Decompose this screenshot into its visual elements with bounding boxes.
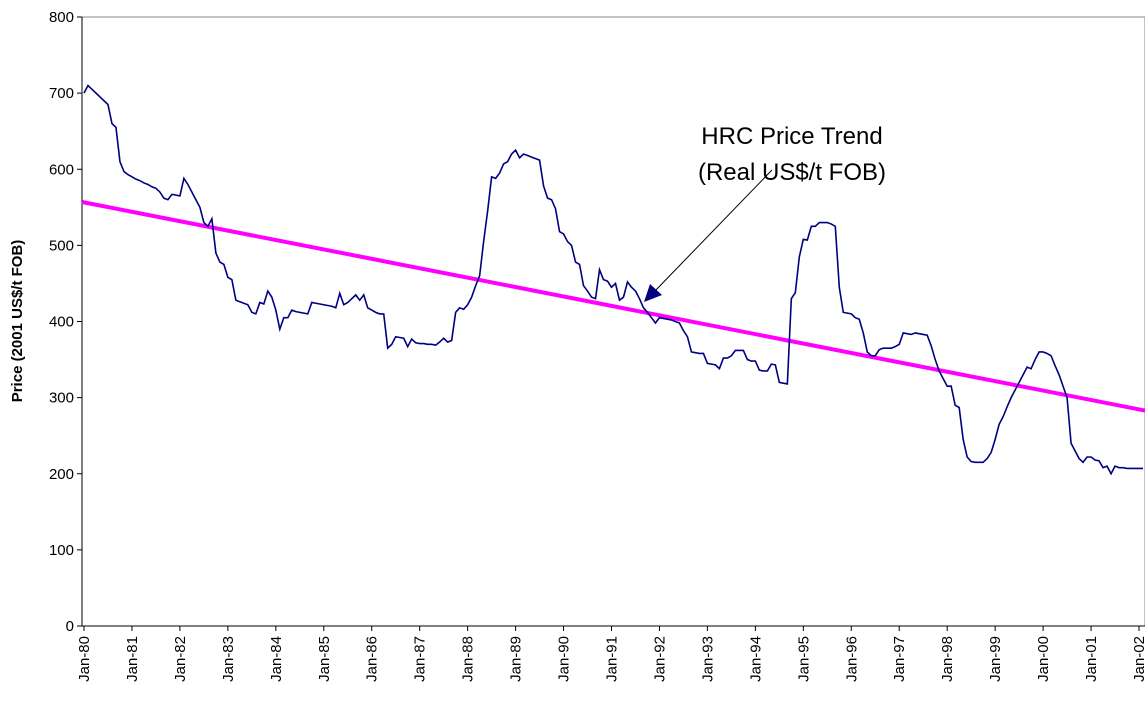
- x-tick-label: Jan-87: [412, 636, 429, 682]
- x-tick-label: Jan-90: [556, 636, 573, 682]
- y-axis-label: Price (2001 US$/t FOB): [9, 240, 26, 403]
- x-tick-label: Jan-96: [843, 636, 860, 682]
- x-tick-label: Jan-86: [364, 636, 381, 682]
- y-tick-label: 400: [49, 314, 74, 331]
- x-tick-label: Jan-83: [220, 636, 237, 682]
- x-tick-label: Jan-94: [747, 636, 764, 682]
- x-tick-label: Jan-88: [460, 636, 477, 682]
- x-tick-label: Jan-95: [795, 636, 812, 682]
- x-tick-label: Jan-00: [1035, 636, 1052, 682]
- x-tick-label: Jan-02: [1131, 636, 1145, 682]
- x-tick-label: Jan-84: [268, 636, 285, 682]
- x-tick-label: Jan-89: [508, 636, 525, 682]
- price-line: [83, 84, 1143, 476]
- y-tick-label: 800: [49, 9, 74, 26]
- arrow-head: [644, 284, 662, 302]
- annotation-arrow: [653, 169, 773, 293]
- y-tick-label: 500: [49, 237, 74, 254]
- plot-area: [81, 16, 1145, 627]
- x-tick-label: Jan-82: [172, 636, 189, 682]
- x-tick-label: Jan-93: [699, 636, 716, 682]
- x-tick-label: Jan-98: [939, 636, 956, 682]
- x-tick-label: Jan-91: [604, 636, 621, 682]
- annotation: HRC Price Trend: [701, 123, 882, 150]
- x-tick-label: Jan-85: [316, 636, 333, 682]
- y-tick-label: 0: [66, 618, 74, 635]
- trend-line: [81, 200, 1145, 413]
- y-tick-label: 700: [49, 85, 74, 102]
- y-tick-label: 200: [49, 466, 74, 483]
- x-tick-label: Jan-80: [76, 636, 93, 682]
- y-tick-label: 600: [49, 161, 74, 178]
- x-tick-label: Jan-97: [891, 636, 908, 682]
- y-tick-label: 100: [49, 542, 74, 559]
- x-tick-label: Jan-99: [987, 636, 1004, 682]
- x-tick-label: Jan-01: [1083, 636, 1100, 682]
- x-tick-label: Jan-81: [124, 636, 141, 682]
- x-tick-label: Jan-92: [651, 636, 668, 682]
- annotation: (Real US$/t FOB): [698, 159, 886, 186]
- y-tick-label: 300: [49, 390, 74, 407]
